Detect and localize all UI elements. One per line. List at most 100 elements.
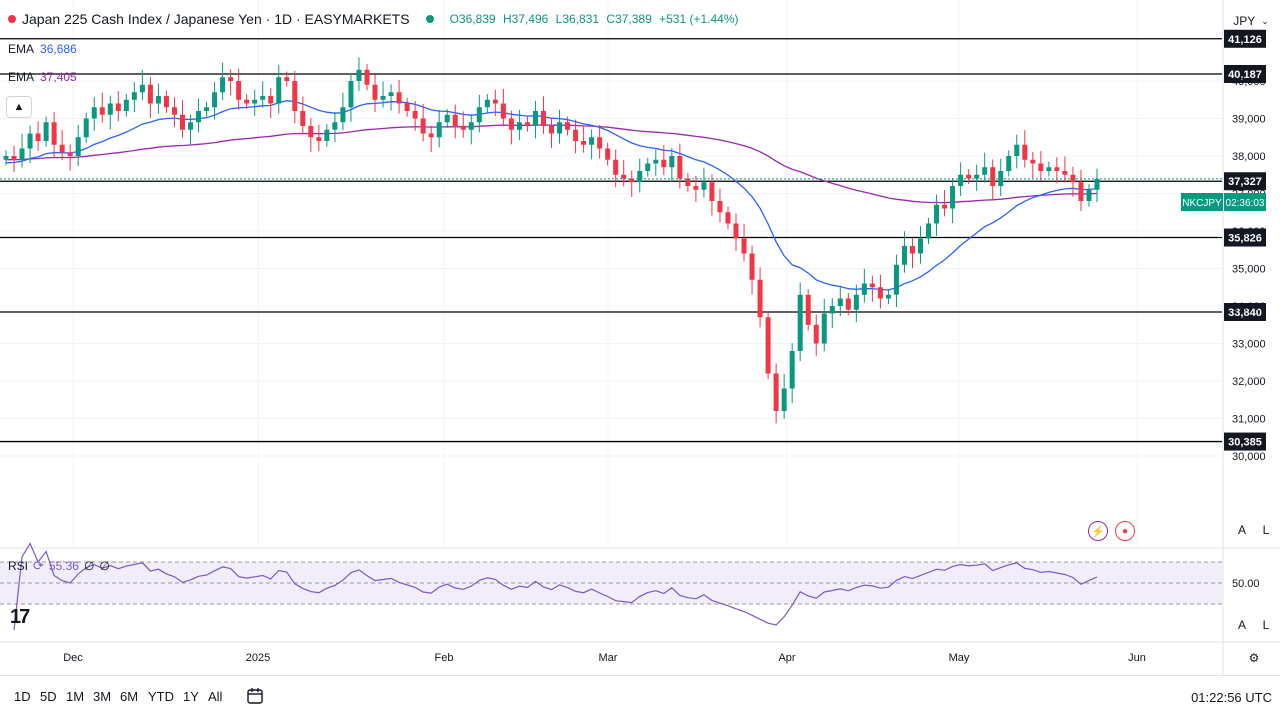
candle-body — [59, 144, 65, 153]
candle-body — [901, 246, 907, 265]
currency-selector[interactable]: JPY ⌄ — [1226, 7, 1276, 35]
rsi-settings-icon[interactable]: ⟳ — [33, 558, 44, 573]
candle-body — [51, 122, 57, 145]
utc-clock[interactable]: 01:22:56 UTC — [1191, 690, 1272, 705]
calendar-icon[interactable] — [246, 687, 264, 705]
symbol-status-dot — [8, 15, 16, 23]
candle-body — [508, 118, 514, 130]
candle-body — [829, 306, 835, 314]
time-axis[interactable]: Dec 2025 Feb Mar Apr May Jun — [63, 652, 1146, 664]
collapse-legend-button[interactable]: ▲ — [6, 96, 32, 118]
log-scale-button-main[interactable]: L — [1262, 523, 1270, 537]
timeframe-6m[interactable]: 6M — [120, 689, 139, 704]
close-value: C37,389 — [606, 12, 652, 26]
candle-body — [388, 92, 394, 96]
log-scale-button-rsi[interactable]: L — [1262, 618, 1270, 632]
candle-body — [958, 174, 964, 186]
tradingview-logo-icon[interactable]: 17 — [10, 606, 30, 628]
candle-body — [869, 283, 875, 288]
rsi-extra-2: ∅ — [99, 559, 110, 573]
candle-body — [589, 137, 595, 145]
candle-body — [476, 107, 482, 123]
rsi-extra-1: ∅ — [83, 559, 95, 573]
time-tick-label: Feb — [435, 652, 454, 664]
price-tick-label: 30,000 — [1232, 451, 1266, 463]
time-tick-label: Apr — [778, 652, 795, 664]
price-grid — [0, 0, 1280, 675]
countdown-label: 02:36:03 — [1226, 198, 1265, 209]
candle-body — [163, 96, 169, 108]
timeframe-all[interactable]: All — [208, 689, 223, 704]
candle-body — [27, 133, 33, 149]
candle-body — [300, 111, 306, 126]
alert-lightning-icon[interactable]: ⚡ — [1088, 521, 1108, 541]
ema-slow-label: EMA — [8, 70, 35, 84]
auto-scale-button-main[interactable]: A — [1237, 523, 1246, 537]
timeframe-1m[interactable]: 1M — [66, 689, 85, 704]
change-value: +531 (+1.44%) — [659, 12, 739, 26]
candle-body — [974, 174, 980, 179]
candle-body — [252, 99, 258, 104]
price-tick-label: 40,000 — [1232, 76, 1266, 88]
rsi-pane: 50.00 — [0, 542, 1260, 631]
candle-body — [196, 111, 202, 123]
candle-body — [292, 81, 298, 111]
price-axis[interactable]: 30,000 31,000 32,000 33,000 34,000 35,000 36,0… — [1232, 76, 1266, 463]
timeframe-ytd[interactable]: YTD — [148, 689, 174, 704]
bottom-toolbar: 1D 5D 1M 3M 6M YTD 1Y All 01:22:56 UTC — [0, 675, 1280, 721]
candle-body — [1046, 167, 1052, 171]
open-value: O36,839 — [449, 12, 496, 26]
timeframe-1y[interactable]: 1Y — [183, 689, 199, 704]
price-tick-label: 33,000 — [1232, 339, 1266, 351]
candle-body — [821, 313, 827, 344]
timeframe-3m[interactable]: 3M — [93, 689, 112, 704]
timeframe-1d[interactable]: 1D — [14, 689, 31, 704]
time-tick-label: Mar — [599, 652, 618, 664]
candle-body — [966, 174, 972, 179]
candle-body — [316, 137, 322, 141]
candle-body — [492, 99, 498, 104]
timeframe-5d[interactable]: 5D — [40, 689, 57, 704]
candle-body — [709, 182, 715, 201]
ohlc-values: O36,839 H37,496 L36,831 C37,389 +531 (+1… — [450, 12, 743, 26]
candle-body — [236, 81, 242, 100]
candle-body — [669, 156, 675, 168]
rsi-label: RSI — [8, 559, 29, 573]
rsi-legend[interactable]: RSI ⟳ 55.36 ∅ ∅ — [8, 558, 110, 574]
candle-body — [629, 178, 635, 183]
high-value: H37,496 — [502, 12, 549, 26]
candle-body — [83, 118, 89, 138]
candle-body — [220, 77, 226, 93]
candle-body — [597, 137, 603, 149]
candle-body — [500, 103, 506, 119]
candle-body — [340, 107, 346, 123]
price-tick-label: 34,000 — [1232, 301, 1266, 313]
settings-gear-icon[interactable]: ⚙ — [1248, 651, 1260, 665]
auto-scale-button-rsi[interactable]: A — [1237, 618, 1246, 632]
candle-body — [540, 111, 546, 126]
replay-record-icon[interactable]: ● — [1115, 521, 1135, 541]
ema-fast-legend[interactable]: EMA 36,686 — [8, 42, 77, 56]
candle-body — [621, 174, 627, 179]
candle-body — [653, 159, 659, 164]
candle-body — [324, 129, 330, 141]
level-badge — [1224, 432, 1266, 451]
price-badges: NKCJPY 02:36:03 — [0, 178, 1266, 211]
candle-body — [43, 122, 49, 141]
candle-body — [677, 156, 683, 179]
candle-body — [1038, 163, 1044, 171]
candle-body — [982, 167, 988, 175]
candle-body — [573, 129, 579, 141]
symbol-legend[interactable]: Japan 225 Cash Index / Japanese Yen · 1D… — [8, 11, 743, 27]
candle-body — [765, 317, 771, 374]
low-value: L36,831 — [555, 12, 600, 26]
support-resistance-lines: 41,126 40,187 37,327 35,826 33,840 30,385 — [0, 29, 1266, 451]
candle-body — [934, 204, 940, 224]
level-label: 30,385 — [1228, 437, 1262, 449]
candle-body — [532, 111, 538, 126]
ema-slow-legend[interactable]: EMA 37,405 — [8, 70, 77, 84]
time-tick-label: May — [949, 652, 970, 664]
candle-body — [412, 111, 418, 119]
candle-body — [436, 122, 442, 138]
